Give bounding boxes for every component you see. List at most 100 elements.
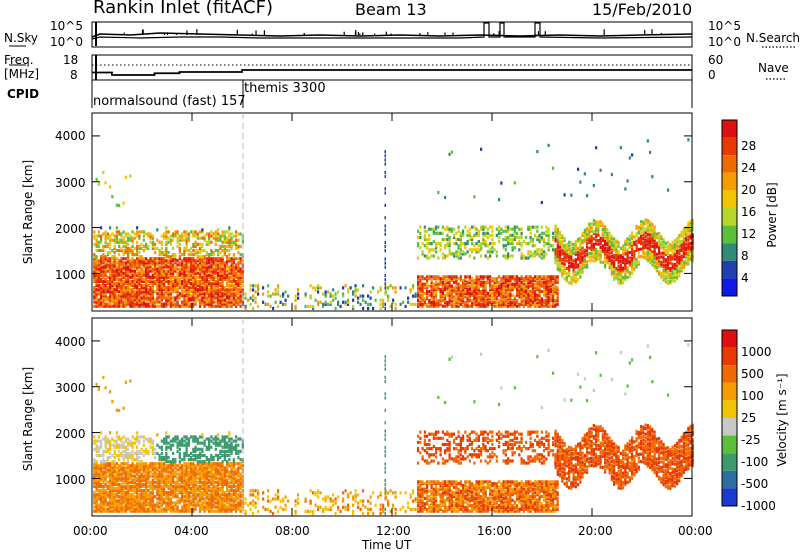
power-cell (676, 277, 679, 281)
power-cell (513, 302, 516, 306)
power-cell (417, 229, 420, 233)
power-cell (522, 293, 525, 297)
power-cell (444, 254, 447, 258)
power-cell (608, 247, 611, 252)
velocity-cell (142, 466, 145, 470)
power-cell (113, 298, 116, 302)
power-cell (518, 284, 521, 288)
power-cell (615, 257, 618, 262)
power-cell (230, 298, 233, 302)
velocity-cell (100, 462, 103, 466)
velocity-cell (142, 488, 145, 493)
power-cell (102, 170, 105, 175)
power-cell (394, 306, 397, 311)
power-cell (104, 288, 107, 292)
power-cell (477, 297, 480, 301)
power-cell (518, 302, 521, 306)
velocity-cell (129, 472, 132, 476)
power-cell (118, 265, 121, 269)
power-cell (613, 263, 616, 267)
power-cell (221, 232, 224, 236)
velocity-cell (93, 435, 96, 439)
power-cell (154, 298, 157, 302)
power-cell (118, 267, 121, 271)
power-cell (601, 246, 604, 250)
power-cell (417, 304, 420, 308)
power-cell (610, 245, 613, 249)
velocity-cell (93, 480, 96, 484)
power-cell (653, 231, 656, 235)
power-cell (426, 302, 429, 306)
power-cell (646, 239, 649, 243)
power-cell (628, 261, 631, 266)
velocity-cell (109, 443, 112, 447)
power-cell (484, 282, 487, 286)
power-cell (145, 271, 148, 275)
power-cell (217, 267, 220, 271)
power-cell (507, 254, 510, 258)
velocity-cell (97, 468, 100, 472)
power-cell (230, 283, 233, 288)
power-cell (109, 271, 112, 275)
velocity-cell (111, 470, 114, 474)
power-cell (687, 252, 690, 257)
power-cell (516, 299, 519, 303)
velocity-cell (140, 468, 143, 472)
power-cell (417, 299, 420, 303)
power-cell (651, 230, 654, 234)
power-cell (169, 273, 172, 277)
power-cell (133, 304, 136, 308)
power-cell (599, 240, 602, 244)
power-cell (201, 261, 204, 265)
power-cell (185, 279, 188, 284)
velocity-colorbar-tick: -25 (741, 433, 761, 447)
power-cell (221, 271, 224, 275)
power-cell (500, 304, 503, 308)
power-cell (232, 273, 235, 277)
power-cell (239, 294, 242, 298)
power-cell (622, 244, 625, 248)
power-cell (138, 230, 141, 234)
power-cell (210, 290, 213, 294)
power-cell (482, 293, 485, 297)
power-cell (147, 232, 150, 236)
velocity-cell (127, 480, 130, 484)
power-cell (109, 234, 112, 238)
power-cell (435, 227, 438, 231)
power-cell (183, 286, 186, 290)
power-cell (136, 250, 139, 255)
power-cell (387, 286, 390, 290)
power-cell (678, 274, 681, 278)
power-cell (319, 286, 322, 290)
power-cell (446, 225, 449, 229)
power-cell (160, 269, 163, 273)
power-cell (167, 281, 170, 286)
power-cell (232, 242, 235, 246)
power-cell (486, 293, 489, 297)
power-cell (559, 254, 562, 258)
power-cell (223, 238, 226, 242)
velocity-cell (142, 462, 145, 466)
power-cell (149, 275, 152, 279)
power-cell (192, 288, 195, 292)
power-cell (586, 229, 589, 233)
nsearch-label: N.Search (746, 31, 800, 45)
power-cell (642, 220, 645, 224)
power-cell (480, 275, 483, 279)
power-cell (437, 225, 440, 229)
power-cell (500, 297, 503, 301)
power-cell (568, 281, 571, 285)
power-cell (459, 256, 462, 260)
power-cell (595, 251, 598, 255)
power-cell (446, 242, 449, 246)
power-cell (649, 251, 652, 255)
velocity-cell (122, 453, 125, 458)
velocity-cell (106, 439, 109, 443)
power-cell (118, 273, 121, 277)
power-cell (419, 280, 422, 284)
power-cell (527, 277, 530, 281)
power-cell (113, 271, 116, 275)
power-cell (100, 288, 103, 292)
power-cell (127, 269, 130, 273)
power-cell (477, 299, 480, 303)
